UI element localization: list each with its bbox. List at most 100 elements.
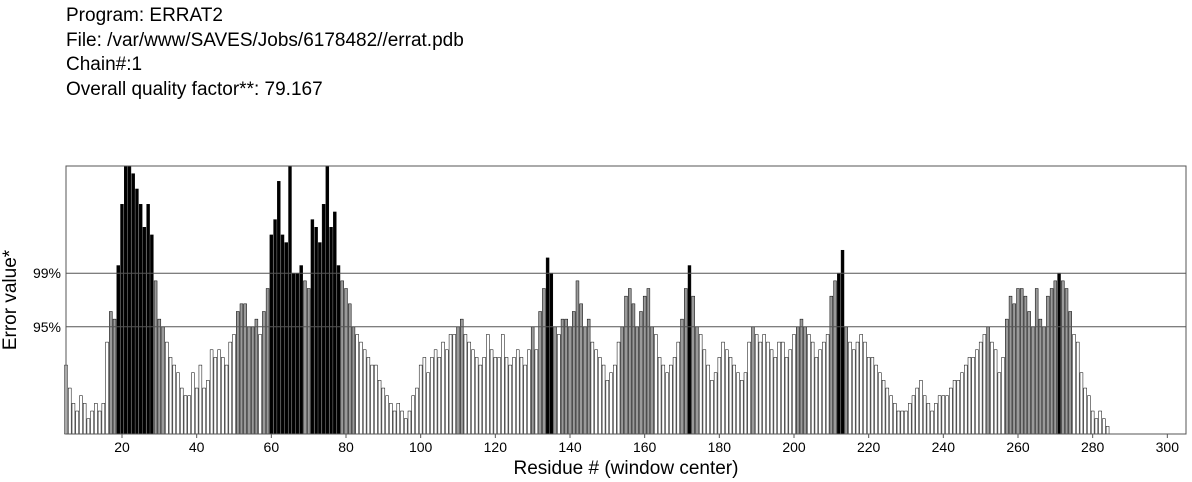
error-bar: [874, 364, 878, 435]
error-bar: [523, 364, 527, 435]
error-bar: [142, 227, 147, 435]
reference-line-label: 95%: [33, 319, 61, 335]
reference-lines: 95% 99%: [33, 265, 1186, 335]
error-bar: [75, 410, 79, 435]
error-bar: [519, 357, 524, 435]
error-bar: [1049, 288, 1054, 435]
error-bar: [1031, 326, 1035, 435]
error-bar: [191, 372, 195, 435]
error-bar: [362, 349, 367, 435]
x-tick-label: 80: [338, 439, 354, 455]
error-bar: [1046, 295, 1050, 435]
error-bar: [975, 349, 979, 435]
error-bar: [825, 334, 830, 435]
error-bar: [198, 364, 203, 435]
bars-layer: [64, 165, 1110, 435]
error-bar: [407, 410, 412, 435]
error-bar: [418, 364, 423, 435]
error-bar: [661, 364, 666, 435]
error-bar: [340, 280, 344, 435]
error-bar: [628, 288, 632, 435]
error-bar: [620, 326, 624, 435]
error-bar: [840, 249, 845, 435]
error-bar: [194, 387, 199, 435]
error-bar: [549, 272, 554, 435]
error-bar: [579, 303, 583, 435]
error-bar: [568, 326, 572, 435]
error-bar: [292, 272, 296, 435]
error-bar: [120, 204, 124, 435]
error-bar: [527, 349, 531, 435]
error-bar: [1083, 387, 1087, 435]
error-bar: [982, 334, 987, 435]
error-bar: [1023, 295, 1028, 435]
error-bar: [422, 357, 427, 435]
error-bar: [86, 418, 91, 435]
error-bar: [710, 380, 714, 435]
error-bar: [325, 165, 330, 435]
error-bar: [583, 326, 587, 435]
error-bar: [799, 318, 804, 435]
error-bar: [717, 357, 722, 435]
error-bar: [803, 326, 807, 435]
error-bar: [986, 326, 990, 435]
error-bar: [766, 341, 770, 435]
error-bar: [926, 403, 931, 435]
error-bar: [489, 349, 494, 435]
error-bar: [852, 349, 856, 435]
error-bar: [545, 257, 550, 435]
quality-factor-line: Overall quality factor**: 79.167: [66, 78, 323, 100]
error-bar: [934, 403, 938, 435]
error-bar: [127, 165, 132, 435]
error-bar: [848, 341, 852, 435]
error-bar: [833, 280, 837, 435]
error-bar: [504, 357, 509, 435]
error-bar: [512, 357, 516, 435]
error-bar: [956, 380, 960, 435]
x-tick-label: 280: [1081, 439, 1105, 455]
error-bar: [172, 364, 176, 435]
error-bar: [553, 326, 557, 435]
error-bar: [430, 357, 434, 435]
error-bar: [885, 387, 890, 435]
error-bar: [878, 372, 882, 435]
error-bar: [754, 334, 759, 435]
error-bar: [1008, 295, 1013, 435]
error-bar: [258, 334, 262, 435]
x-tick-label: 40: [189, 439, 205, 455]
error-bar: [426, 372, 430, 435]
error-bar: [676, 341, 680, 435]
error-bar: [572, 311, 576, 435]
error-bar: [713, 372, 718, 435]
error-bar: [654, 334, 658, 435]
error-bar: [1098, 410, 1102, 435]
error-bar: [732, 364, 736, 435]
error-bar: [788, 349, 792, 435]
error-bar: [404, 418, 408, 435]
error-bar: [702, 349, 707, 435]
error-bar: [168, 357, 173, 435]
error-bar: [202, 387, 206, 435]
error-bar: [844, 326, 848, 435]
error-bar: [90, 410, 94, 435]
error-bar: [1027, 311, 1031, 435]
error-bar: [687, 265, 692, 435]
error-bar: [930, 410, 934, 435]
error-bar: [870, 357, 875, 435]
error-bar: [530, 326, 535, 435]
error-bar: [247, 326, 251, 435]
error-bar: [684, 288, 688, 435]
error-bar: [586, 318, 591, 435]
error-bar: [153, 280, 158, 435]
error-bar: [116, 265, 120, 435]
error-bar: [183, 395, 188, 435]
error-bar: [542, 288, 546, 435]
error-bar: [1034, 288, 1039, 435]
error-bar: [952, 380, 957, 435]
error-bar: [105, 341, 109, 435]
error-bar: [1042, 326, 1046, 435]
error-bar: [396, 403, 400, 435]
error-bar: [889, 395, 893, 435]
error-bar: [445, 349, 449, 435]
x-tick-label: 260: [1006, 439, 1030, 455]
